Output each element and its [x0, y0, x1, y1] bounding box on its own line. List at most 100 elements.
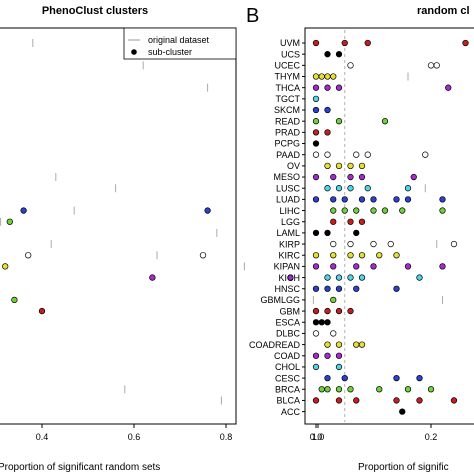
panel-b-category-label: LAML [276, 228, 300, 238]
panel-b-sub-cluster-point [324, 84, 331, 91]
legend-box [123, 27, 237, 60]
panel-b-sub-cluster-point [427, 386, 435, 393]
panel-b-sub-cluster-point [347, 240, 354, 248]
panel-b-sub-cluster-point [439, 207, 446, 214]
panel-b-sub-cluster-point [404, 263, 412, 270]
panel-b-sub-cluster-point [410, 173, 417, 181]
panel-a-x-tick-label: 1.0 [312, 432, 325, 442]
panel-b-category-label: KIRC [278, 250, 300, 260]
panel-b-sub-cluster-point [393, 374, 400, 382]
panel-b-sub-cluster-point [312, 263, 320, 270]
panel-b-sub-cluster-point [330, 196, 337, 203]
panel-b-sub-cluster-point [312, 229, 320, 237]
panel-b-sub-cluster-point [335, 386, 343, 393]
panel-b-sub-cluster-point [318, 386, 325, 393]
panel-b-sub-cluster-point [324, 229, 331, 237]
panel-a-x-tick-label: 0.6 [128, 432, 141, 442]
panel-b-sub-cluster-point [318, 73, 325, 80]
panel-b-sub-cluster-point [335, 118, 343, 125]
panel-b-sub-cluster-point [347, 218, 354, 225]
panel-b-sub-cluster-point [312, 73, 320, 80]
panel-b-sub-cluster-point [324, 341, 331, 348]
panel-b-category-label: KICH [278, 273, 300, 283]
panel-b-sub-cluster-point [450, 240, 458, 248]
panel-a-sub-cluster-point [204, 207, 211, 214]
panel-b-title: random cl [417, 5, 470, 17]
panel-b-sub-cluster-point [347, 162, 354, 170]
panel-b-sub-cluster-point [312, 196, 320, 203]
panel-b-sub-cluster-point [330, 252, 337, 259]
panel-b-sub-cluster-point [393, 285, 400, 292]
panel-b-category-label: COADREAD [249, 340, 301, 350]
panel-b-category-label: KIPAN [274, 262, 300, 272]
panel-b-sub-cluster-point [347, 185, 354, 192]
panel-b-category-label: LUSC [276, 183, 301, 193]
panel-b-sub-cluster-point [399, 408, 406, 415]
panel-a-x-axis: 0.4 0.6 0.8 1.0 [36, 424, 325, 442]
panel-b-category-label: BRCA [275, 384, 300, 394]
panel-b-category-label: SKCM [274, 105, 300, 115]
panel-b-sub-cluster-point [387, 240, 394, 248]
panel-b-sub-cluster-point [330, 218, 337, 225]
panel-b-category-label: KIRP [279, 239, 300, 249]
panel-b-sub-cluster-point [312, 307, 320, 315]
panel-b-category-label: DLBC [276, 329, 301, 339]
panel-a-plot-frame [0, 27, 237, 425]
panel-b-category-label: CHOL [275, 362, 300, 372]
panel-b-category-label: TGCT [276, 94, 301, 104]
panel-b-category-label: GBM [279, 306, 300, 316]
panel-b-sub-cluster-point [324, 129, 331, 136]
panel-a-sub-cluster-point [199, 252, 207, 259]
panel-b-sub-cluster-point [353, 229, 360, 237]
panel-b-sub-cluster-point [312, 252, 320, 259]
panel-b-sub-cluster-point [335, 307, 343, 315]
panel-b-sub-cluster-point [364, 151, 371, 158]
panel-b-sub-cluster-point [312, 84, 320, 91]
panel-a-marks [0, 39, 314, 405]
panel-b-sub-cluster-point [358, 274, 366, 281]
panel-a-x-tick-label: 0.8 [220, 432, 233, 442]
panel-b-sub-cluster-point [358, 173, 366, 181]
panel-b-category-label: LUAD [276, 195, 301, 205]
panel-b-sub-cluster-point [312, 129, 320, 136]
panel-b-category-label: LIHC [279, 206, 300, 216]
panel-b-sub-cluster-point [312, 363, 320, 371]
panel-b-sub-cluster-point [358, 341, 366, 348]
panel-b-sub-cluster-point [353, 207, 360, 214]
panel-b-sub-cluster-point [324, 352, 331, 359]
legend-sub-cluster-dot [131, 49, 137, 55]
panel-a-sub-cluster-point [149, 274, 156, 281]
panel-b-sub-cluster-point [335, 162, 343, 170]
panel-b-sub-cluster-point [324, 51, 331, 58]
panel-b-sub-cluster-point [416, 274, 423, 281]
panel-b-category-label: PRAD [275, 128, 301, 138]
panel-b-sub-cluster-point [347, 252, 354, 259]
panel-a-sub-cluster-point [38, 307, 46, 315]
panel-b-category-label: THYM [275, 72, 301, 82]
panel-b-sub-cluster-point [445, 84, 452, 91]
panel-b-sub-cluster-point [358, 218, 366, 225]
panel-b-category-label: HNSC [274, 284, 300, 294]
panel-a: PhenoClust clusters 0.4 0.6 0.8 1.0 Proport… [0, 5, 324, 473]
panel-b-sub-cluster-point [347, 307, 354, 315]
panel-b-x-tick-label: 0.0 [310, 432, 323, 442]
panel-b-sub-cluster-point [312, 151, 320, 158]
panel-b-sub-cluster-point [335, 341, 343, 348]
panel-b-sub-cluster-point [404, 196, 412, 203]
panel-b-category-label: LGG [281, 217, 300, 227]
panel-b-sub-cluster-point [462, 39, 469, 47]
panel-a-sub-cluster-point [20, 207, 27, 214]
panel-b-sub-cluster-point [404, 185, 412, 192]
panel-b-sub-cluster-point [353, 151, 360, 158]
panel-b-sub-cluster-point [312, 39, 320, 47]
panel-b-sub-cluster-point [364, 185, 371, 192]
panel-b-category-label: COAD [274, 351, 301, 361]
panel-a-sub-cluster-point [6, 218, 13, 225]
panel-b-sub-cluster-point [341, 196, 348, 203]
panel-b-sub-cluster-point [324, 374, 331, 382]
panel-b-sub-cluster-point [393, 252, 400, 259]
panel-b-sub-cluster-point [347, 173, 354, 181]
panel-b-sub-cluster-point [312, 140, 320, 147]
